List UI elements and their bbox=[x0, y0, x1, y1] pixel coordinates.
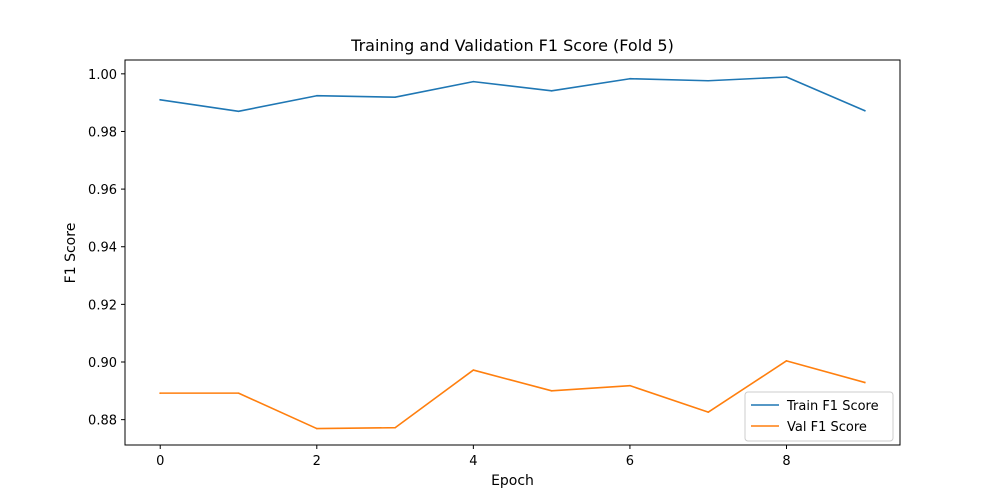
y-tick-label: 0.88 bbox=[88, 414, 117, 429]
x-tick-label: 2 bbox=[313, 454, 321, 469]
data-point-val bbox=[707, 411, 710, 413]
data-point-val bbox=[785, 360, 788, 362]
legend-label-train: Train F1 Score bbox=[786, 399, 879, 414]
data-point-train bbox=[472, 80, 475, 83]
chart-title: Training and Validation F1 Score (Fold 5… bbox=[350, 36, 674, 55]
y-tick-label: 0.96 bbox=[88, 183, 117, 198]
data-point-train bbox=[785, 76, 788, 78]
y-tick-label: 0.98 bbox=[88, 125, 117, 140]
y-tick-label: 0.90 bbox=[88, 356, 117, 371]
x-tick-label: 8 bbox=[782, 454, 790, 469]
legend: Train F1 Score Val F1 Score bbox=[744, 391, 894, 442]
data-point-train bbox=[237, 110, 240, 113]
data-point-val bbox=[237, 392, 240, 394]
data-point-val bbox=[315, 427, 318, 430]
plot-area: 0 2 4 6 8 0.88 0.90 0.92 0.94 0.96 0.98 1.00 bbox=[88, 59, 901, 469]
data-point-train bbox=[550, 90, 553, 92]
y-axis-label: F1 Score bbox=[63, 223, 79, 284]
data-point-train bbox=[707, 79, 710, 82]
x-axis-label: Epoch bbox=[491, 473, 534, 489]
plot-frame bbox=[124, 59, 901, 446]
data-point-val bbox=[550, 390, 553, 392]
legend-box bbox=[744, 391, 894, 442]
data-point-val bbox=[472, 369, 475, 371]
x-tick-label: 6 bbox=[626, 454, 634, 469]
y-tick-label: 1.00 bbox=[88, 68, 117, 83]
data-point-val bbox=[159, 392, 162, 394]
data-point-train bbox=[863, 109, 866, 112]
series-line-train bbox=[159, 76, 866, 113]
y-tick-label: 0.92 bbox=[88, 298, 117, 313]
data-point-train bbox=[629, 77, 631, 80]
data-point-val bbox=[863, 381, 866, 384]
x-tick-label: 0 bbox=[156, 454, 164, 469]
data-point-val bbox=[629, 384, 631, 387]
data-point-train bbox=[315, 94, 318, 97]
series-line-val bbox=[159, 360, 866, 430]
data-point-val bbox=[394, 426, 396, 429]
data-point-train bbox=[159, 98, 162, 101]
data-point-train bbox=[394, 96, 396, 98]
x-tick-label: 4 bbox=[469, 454, 477, 469]
legend-label-val: Val F1 Score bbox=[787, 420, 867, 435]
y-tick-label: 0.94 bbox=[88, 241, 117, 256]
